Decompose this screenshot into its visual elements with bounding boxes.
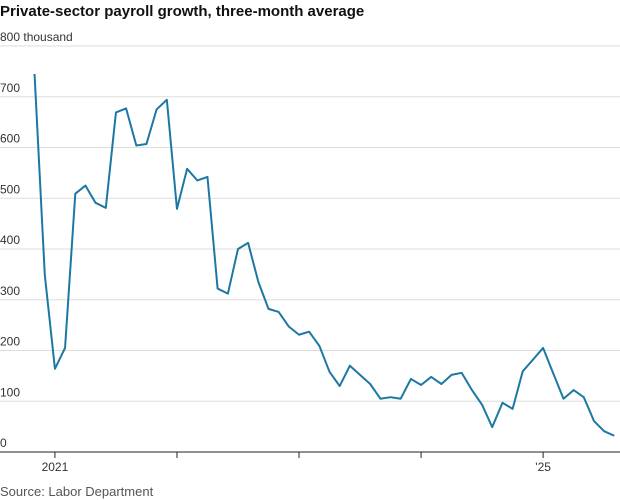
y-tick-label: 600 <box>0 132 20 146</box>
y-tick-label: 700 <box>0 81 20 95</box>
line <box>33 73 615 437</box>
y-tick-label: 300 <box>0 284 20 298</box>
y-tick-label: 200 <box>0 335 20 349</box>
y-tick-label: 0 <box>0 436 7 450</box>
y-tick-label: 400 <box>0 233 20 247</box>
source: Source: Labor Department <box>0 484 154 499</box>
x-tick-label: 2021 <box>42 460 69 474</box>
chart-title: Private-sector payroll growth, three-mon… <box>0 3 364 20</box>
x-tick-label: '25 <box>535 460 551 474</box>
y-tick-label: 500 <box>0 182 20 196</box>
y-tick-label: 100 <box>0 385 20 399</box>
y-tick-label: 800 thousand <box>0 30 73 44</box>
